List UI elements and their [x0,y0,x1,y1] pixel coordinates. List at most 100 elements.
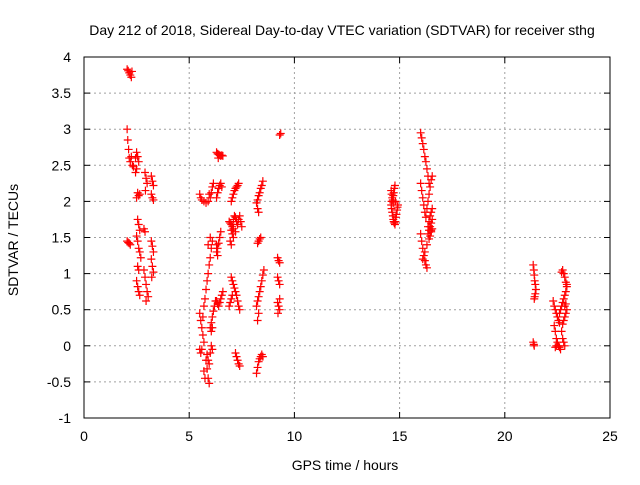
data-point [552,341,561,350]
data-point [134,157,143,166]
data-point [254,208,263,217]
data-point [148,177,157,186]
y-axis-label: SDTVAR / TECUs [5,184,21,296]
data-point [205,359,214,368]
data-point [217,291,226,300]
data-point [231,227,240,236]
data-point [275,130,284,139]
data-point [234,302,243,311]
chart-title: Day 212 of 2018, Sidereal Day-to-day VTE… [89,22,595,38]
data-point [199,302,208,311]
data-point [227,273,236,282]
y-tick-label: 0.5 [52,302,72,318]
data-point [143,179,152,188]
data-point [562,280,571,289]
y-tick-label: 3.5 [52,85,72,101]
data-point [253,316,262,325]
data-point [208,345,217,354]
data-point [225,302,234,311]
data-point [203,276,212,285]
y-tick-label: -0.5 [47,374,71,390]
data-point [531,285,540,294]
data-point [149,195,158,204]
x-tick-label: 10 [287,428,303,444]
x-tick-label: 15 [392,428,408,444]
data-point [207,327,216,336]
data-point [134,244,143,253]
data-point [147,255,156,264]
data-point [253,195,262,204]
data-point [531,280,540,289]
data-point [208,323,217,332]
data-point [232,352,241,361]
data-point [561,299,570,308]
data-point [276,129,285,138]
axes-layer: 0 5 10 15 20 25 -1 -0.5 0 0.5 1 1.5 2 2.5 3 3.5 4 [47,49,618,444]
data-point [559,338,568,347]
data-point [202,285,211,294]
data-point [425,179,434,188]
data-point [558,265,567,274]
data-point [214,154,223,163]
data-point [132,148,141,157]
data-point [426,182,435,191]
data-point [148,262,157,271]
data-point [254,309,263,318]
data-point [253,363,262,372]
data-point [226,237,235,246]
data-point [212,247,221,256]
data-point [135,226,144,235]
data-point [206,253,215,262]
data-point [258,177,267,186]
data-point [424,197,433,206]
data-point [424,222,433,231]
data-point [132,232,141,241]
data-point [416,179,425,188]
data-point [530,276,539,285]
data-point [556,345,565,354]
data-point [231,349,240,358]
data-point [234,179,243,188]
data-point [252,302,261,311]
x-tick-label: 0 [80,428,88,444]
data-point [228,276,237,285]
data-point [233,297,242,306]
data-point [132,164,141,173]
data-point [143,287,152,296]
data-point [560,312,569,321]
data-point [256,233,265,242]
data-point [530,294,539,303]
data-point [273,273,282,282]
y-tick-label: -1 [59,410,72,426]
data-point [253,204,262,213]
data-point [149,181,158,190]
data-point [218,151,227,160]
data-point [422,240,431,249]
data-point [147,273,156,282]
data-point [200,374,209,383]
data-point [258,352,267,361]
data-point [141,186,150,195]
data-point [133,262,142,271]
data-point [142,174,151,183]
data-point [389,188,398,197]
data-point [195,345,204,354]
data-point [196,349,205,358]
data-point [257,181,266,190]
data-point [133,237,142,246]
data-point [133,152,142,161]
data-point [123,125,132,134]
data-point [135,247,144,256]
data-point [132,276,141,285]
data-point [205,190,214,199]
data-point [258,271,267,280]
data-point [213,188,222,197]
data-point [416,128,425,137]
data-point [530,341,539,350]
data-point [142,280,151,289]
data-point [560,341,569,350]
data-point [209,307,218,316]
data-point [125,239,134,248]
